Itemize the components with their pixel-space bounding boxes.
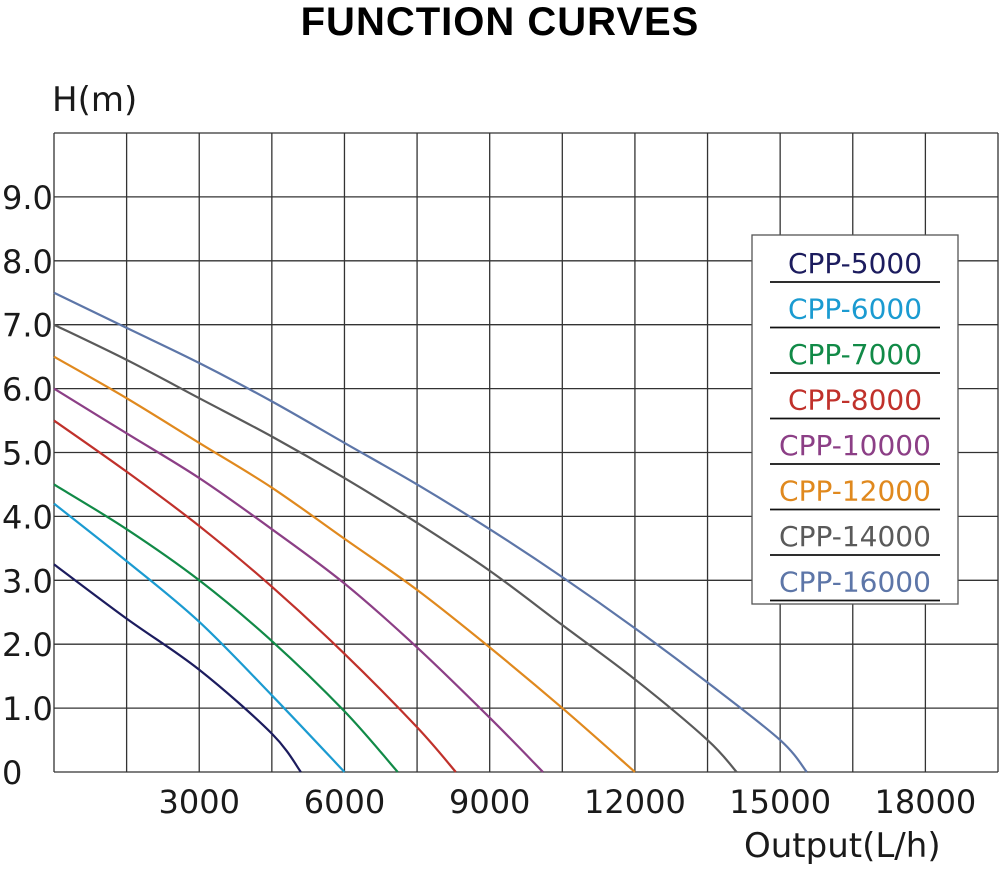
legend-label-cpp-8000: CPP-8000 bbox=[788, 384, 922, 417]
axis-ticks: 0 1.0 2.0 3.0 4.0 5.0 6.0 7.0 8.0 9.0 3000 6000 9000… bbox=[2, 179, 976, 821]
curve-cpp-12000 bbox=[53, 355, 636, 773]
y-tick-label: 4.0 bbox=[2, 498, 53, 536]
legend-label-cpp-7000: CPP-7000 bbox=[788, 338, 922, 371]
curve-cpp-6000 bbox=[53, 502, 346, 773]
curve-cpp-16000 bbox=[53, 291, 808, 773]
y-tick-label: 5.0 bbox=[2, 435, 53, 473]
curve-cpp-8000 bbox=[53, 419, 457, 773]
legend: CPP-5000 CPP-6000 CPP-7000 CPP-8000 CPP-1000… bbox=[751, 234, 959, 605]
x-tick-label: 12000 bbox=[584, 783, 686, 821]
y-tick-label: 0 bbox=[2, 754, 22, 792]
x-tick-label: 9000 bbox=[449, 783, 530, 821]
x-tick-label: 15000 bbox=[729, 783, 831, 821]
curve-cpp-7000 bbox=[53, 483, 399, 773]
y-tick-label: 9.0 bbox=[2, 179, 53, 217]
curve-cpp-14000 bbox=[53, 323, 738, 773]
y-axis-label: H(m) bbox=[52, 80, 138, 120]
x-tick-label: 6000 bbox=[304, 783, 385, 821]
legend-label-cpp-16000: CPP-16000 bbox=[779, 566, 931, 599]
legend-label-cpp-5000: CPP-5000 bbox=[788, 247, 922, 280]
y-tick-label: 7.0 bbox=[2, 307, 53, 345]
y-tick-label: 3.0 bbox=[2, 562, 53, 600]
x-tick-label: 3000 bbox=[159, 783, 240, 821]
legend-label-cpp-6000: CPP-6000 bbox=[788, 293, 922, 326]
legend-box bbox=[751, 234, 959, 605]
curve-cpp-5000 bbox=[53, 563, 302, 773]
legend-label-cpp-14000: CPP-14000 bbox=[779, 520, 931, 553]
chart-title: FUNCTION CURVES bbox=[300, 0, 700, 44]
x-axis-label: Output(L/h) bbox=[744, 826, 941, 866]
curves bbox=[53, 291, 808, 773]
y-tick-label: 1.0 bbox=[2, 690, 53, 728]
y-tick-label: 6.0 bbox=[2, 371, 53, 409]
curve-cpp-10000 bbox=[53, 387, 544, 773]
x-tick-label: 18000 bbox=[874, 783, 976, 821]
legend-label-cpp-12000: CPP-12000 bbox=[779, 475, 931, 508]
y-tick-label: 2.0 bbox=[2, 626, 53, 664]
legend-label-cpp-10000: CPP-10000 bbox=[779, 429, 931, 462]
y-tick-label: 8.0 bbox=[2, 243, 53, 281]
